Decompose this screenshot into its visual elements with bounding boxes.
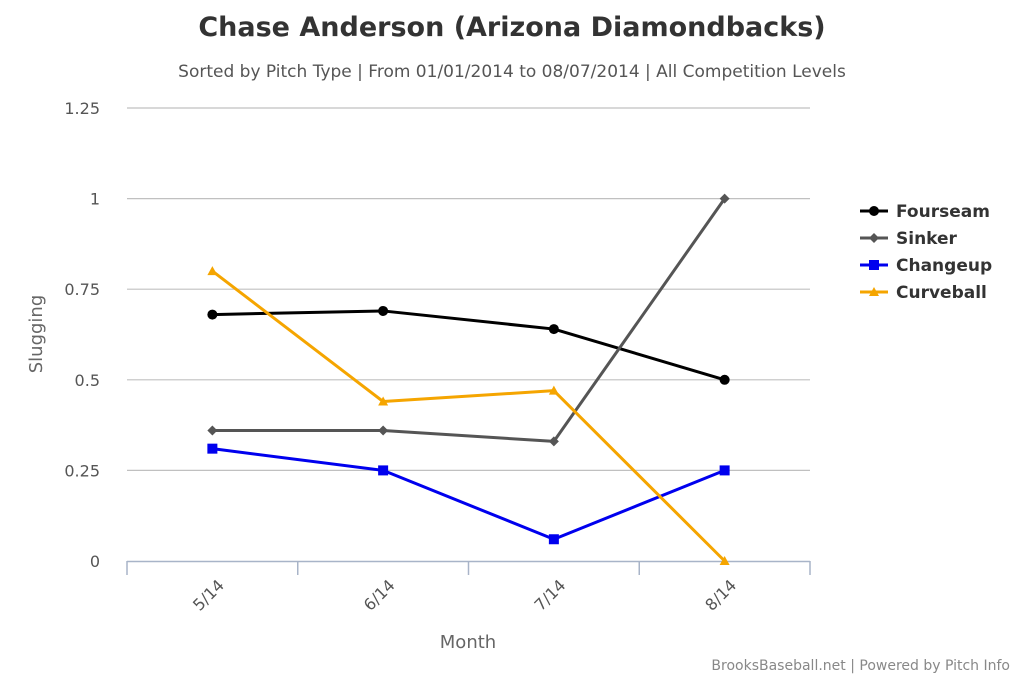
series-line-curveball xyxy=(211,269,726,563)
legend-label-fourseam: Fourseam xyxy=(896,202,990,222)
data-point-fourseam[interactable] xyxy=(548,324,559,335)
y-tick-label: 0.5 xyxy=(75,371,100,390)
data-point-fourseam[interactable] xyxy=(378,305,389,316)
data-point-curveball[interactable] xyxy=(207,266,218,276)
y-tick-label: 0.25 xyxy=(64,461,100,480)
series-line-fourseam xyxy=(212,309,726,382)
axis-layer: 0 0.25 0.5 0.75 1 1.25 5/14 6/14 7/14 8/14 xyxy=(64,99,811,615)
legend-marker-sinker xyxy=(869,233,879,243)
data-point-sinker[interactable] xyxy=(719,193,730,204)
y-tick-label: 1 xyxy=(90,190,100,209)
data-point-curveball[interactable] xyxy=(548,385,559,395)
data-point-fourseam[interactable] xyxy=(719,374,730,385)
data-point-curveball[interactable] xyxy=(378,396,389,406)
data-point-sinker[interactable] xyxy=(378,425,389,436)
y-tick-label: 1.25 xyxy=(64,99,100,118)
x-tick-label: 7/14 xyxy=(531,576,570,615)
x-tick-label: 5/14 xyxy=(189,576,228,615)
data-point-changeup[interactable] xyxy=(378,465,389,476)
legend-item-curveball[interactable]: Curveball xyxy=(860,283,987,303)
data-point-sinker[interactable] xyxy=(207,425,218,436)
grid-layer xyxy=(127,107,810,471)
y-tick-label: 0.75 xyxy=(64,280,100,299)
x-axis-title: Month xyxy=(440,632,496,653)
x-tick-label: 6/14 xyxy=(360,576,399,615)
legend-marker-changeup xyxy=(869,260,879,270)
series-line-sinker xyxy=(212,197,726,443)
legend-marker-fourseam xyxy=(869,206,879,216)
series-line-changeup xyxy=(212,447,726,541)
y-tick-label: 0 xyxy=(90,552,100,571)
series-layer xyxy=(207,193,730,565)
data-point-sinker[interactable] xyxy=(548,436,559,447)
legend-label-changeup: Changeup xyxy=(896,256,992,276)
data-point-changeup[interactable] xyxy=(719,465,730,476)
legend-item-fourseam[interactable]: Fourseam xyxy=(860,202,990,222)
legend-item-sinker[interactable]: Sinker xyxy=(860,229,958,249)
x-tick-label: 8/14 xyxy=(701,576,740,615)
data-point-changeup[interactable] xyxy=(207,443,218,454)
data-point-curveball[interactable] xyxy=(719,556,730,565)
legend-item-changeup[interactable]: Changeup xyxy=(860,256,992,276)
y-axis-title: Slugging xyxy=(26,295,47,374)
data-point-changeup[interactable] xyxy=(548,534,559,545)
legend[interactable]: Fourseam Sinker Changeup Curveball xyxy=(860,202,992,303)
legend-label-curveball: Curveball xyxy=(896,283,987,303)
credits[interactable]: BrooksBaseball.net | Powered by Pitch In… xyxy=(711,658,1010,674)
chart-title: Chase Anderson (Arizona Diamondbacks) xyxy=(198,12,826,43)
data-point-fourseam[interactable] xyxy=(207,309,218,320)
chart-subtitle: Sorted by Pitch Type | From 01/01/2014 t… xyxy=(178,62,846,82)
legend-label-sinker: Sinker xyxy=(896,229,958,249)
legend-marker-curveball xyxy=(869,287,879,296)
